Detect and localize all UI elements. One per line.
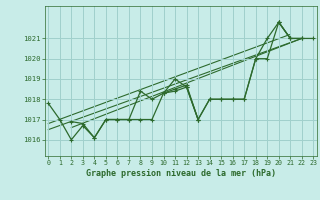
X-axis label: Graphe pression niveau de la mer (hPa): Graphe pression niveau de la mer (hPa) bbox=[86, 169, 276, 178]
